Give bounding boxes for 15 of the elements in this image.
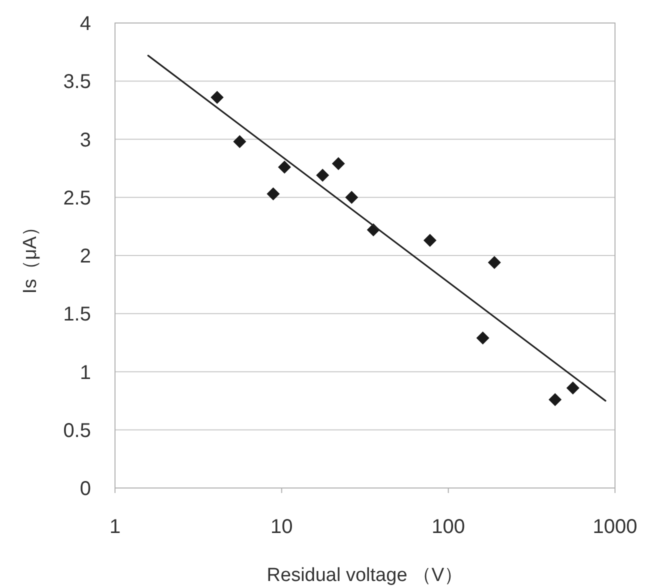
ytick: 3.5 [63, 71, 91, 94]
xtick: 100 [432, 516, 466, 538]
xlabel: Residual voltage （V） [266, 565, 464, 586]
ytick: 3 [80, 129, 91, 152]
ytick: 1 [80, 362, 91, 384]
xtick: 1000 [592, 516, 638, 538]
ytick: 4 [80, 13, 91, 35]
ytick: 2 [80, 246, 91, 268]
ytick: 0.5 [63, 420, 91, 442]
ytick: 1.5 [63, 304, 91, 326]
xtick: 1 [109, 516, 121, 538]
xtick: 10 [270, 516, 293, 538]
ytick: 0 [80, 478, 91, 500]
ylabel: Is（μA） [20, 217, 41, 294]
ytick: 2.5 [63, 187, 91, 210]
